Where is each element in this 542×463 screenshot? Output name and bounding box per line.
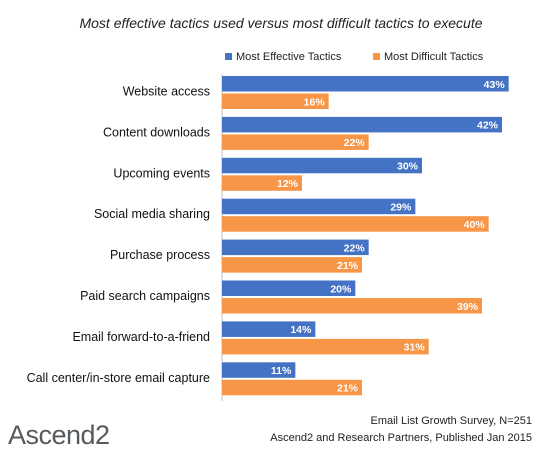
data-label-effective-website-access: 43% bbox=[484, 79, 506, 91]
bar-effective-purchase-process bbox=[222, 239, 369, 256]
bar-difficult-upcoming-events bbox=[222, 175, 302, 191]
category-labels: Website access Content downloads Upcoming … bbox=[27, 85, 210, 385]
data-label-effective-purchase-process: 22% bbox=[344, 242, 366, 254]
bar-effective-email-forward-to-a-friend bbox=[222, 321, 316, 337]
bar-difficult-website-access bbox=[222, 93, 329, 109]
data-label-effective-content-downloads: 42% bbox=[477, 120, 499, 132]
data-label-difficult-purchase-process: 21% bbox=[337, 260, 359, 272]
ascend2-logo: Ascend2 bbox=[8, 420, 110, 450]
legend-label-effective: Most Effective Tactics bbox=[236, 51, 342, 63]
bar-difficult-content-downloads bbox=[222, 134, 369, 150]
data-label-difficult-email-forward-to-a-friend: 31% bbox=[404, 342, 426, 354]
category-label-email-forward-to-a-friend: Email forward-to-a-friend bbox=[72, 330, 210, 344]
bar-difficult-paid-search-campaigns bbox=[222, 298, 482, 314]
category-label-upcoming-events: Upcoming events bbox=[113, 166, 210, 180]
source-line-2: Ascend2 and Research Partners, Published… bbox=[270, 432, 532, 444]
data-label-effective-email-forward-to-a-friend: 14% bbox=[290, 324, 312, 336]
data-label-difficult-call-center-in-store-email-capture: 21% bbox=[337, 383, 359, 395]
bar-difficult-email-forward-to-a-friend bbox=[222, 338, 429, 355]
category-label-call-center-in-store-email-capture: Call center/in-store email capture bbox=[27, 371, 210, 385]
legend: Most Effective Tactics Most Difficult Ta… bbox=[225, 51, 484, 63]
data-label-difficult-upcoming-events: 12% bbox=[277, 178, 299, 190]
bars: 43% 16% 42% 22% 30% 12% 29% 40% 22% 21% 20% 39% 14% 3… bbox=[222, 76, 509, 396]
bar-effective-call-center-in-store-email-capture bbox=[222, 362, 296, 378]
data-label-difficult-social-media-sharing: 40% bbox=[464, 219, 486, 231]
data-label-difficult-paid-search-campaigns: 39% bbox=[457, 301, 479, 313]
data-label-effective-call-center-in-store-email-capture: 11% bbox=[271, 365, 292, 377]
data-label-effective-social-media-sharing: 29% bbox=[390, 201, 412, 213]
bar-effective-social-media-sharing bbox=[222, 198, 416, 215]
legend-swatch-effective bbox=[225, 53, 232, 60]
data-label-difficult-website-access: 16% bbox=[304, 96, 326, 108]
data-label-effective-upcoming-events: 30% bbox=[397, 161, 419, 173]
data-label-effective-paid-search-campaigns: 20% bbox=[330, 283, 352, 295]
category-label-paid-search-campaigns: Paid search campaigns bbox=[80, 289, 210, 303]
legend-swatch-difficult bbox=[373, 53, 380, 60]
legend-label-difficult: Most Difficult Tactics bbox=[384, 51, 484, 63]
bar-difficult-call-center-in-store-email-capture bbox=[222, 379, 362, 396]
category-label-content-downloads: Content downloads bbox=[103, 125, 210, 139]
category-label-website-access: Website access bbox=[123, 85, 210, 99]
source-line-1: Email List Growth Survey, N=251 bbox=[371, 415, 533, 427]
data-label-difficult-content-downloads: 22% bbox=[344, 137, 366, 149]
bar-difficult-purchase-process bbox=[222, 257, 362, 273]
bar-effective-website-access bbox=[222, 76, 509, 92]
category-label-purchase-process: Purchase process bbox=[110, 248, 210, 262]
chart-title: Most effective tactics used versus most … bbox=[79, 15, 482, 31]
bar-effective-content-downloads bbox=[222, 116, 502, 133]
bar-effective-upcoming-events bbox=[222, 157, 422, 174]
category-label-social-media-sharing: Social media sharing bbox=[94, 207, 210, 221]
bar-effective-paid-search-campaigns bbox=[222, 280, 356, 296]
bar-difficult-social-media-sharing bbox=[222, 216, 489, 232]
